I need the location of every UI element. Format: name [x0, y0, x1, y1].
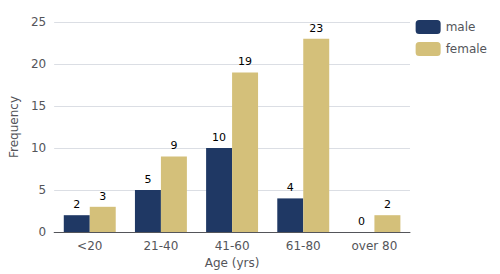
svg-text:25: 25	[31, 15, 46, 29]
svg-text:Frequency: Frequency	[7, 96, 21, 158]
svg-text:10: 10	[31, 141, 46, 155]
svg-text:9: 9	[170, 139, 177, 152]
svg-text:male: male	[446, 20, 476, 34]
svg-text:2: 2	[73, 198, 80, 211]
svg-text:3: 3	[99, 190, 106, 203]
svg-text:20: 20	[31, 57, 46, 71]
svg-text:<20: <20	[77, 239, 102, 253]
svg-text:21-40: 21-40	[143, 239, 178, 253]
svg-text:15: 15	[31, 99, 46, 113]
svg-text:female: female	[446, 42, 487, 56]
svg-text:over 80: over 80	[351, 239, 397, 253]
svg-text:19: 19	[238, 55, 252, 68]
svg-text:4: 4	[287, 181, 294, 194]
svg-text:41-60: 41-60	[215, 239, 250, 253]
svg-text:23: 23	[309, 22, 323, 35]
svg-text:Age (yrs): Age (yrs)	[205, 256, 260, 270]
svg-text:10: 10	[212, 131, 226, 144]
svg-text:0: 0	[39, 225, 47, 239]
svg-text:5: 5	[144, 173, 151, 186]
svg-text:0: 0	[358, 215, 365, 228]
svg-text:61-80: 61-80	[286, 239, 321, 253]
svg-text:2: 2	[384, 198, 391, 211]
svg-text:5: 5	[39, 183, 47, 197]
